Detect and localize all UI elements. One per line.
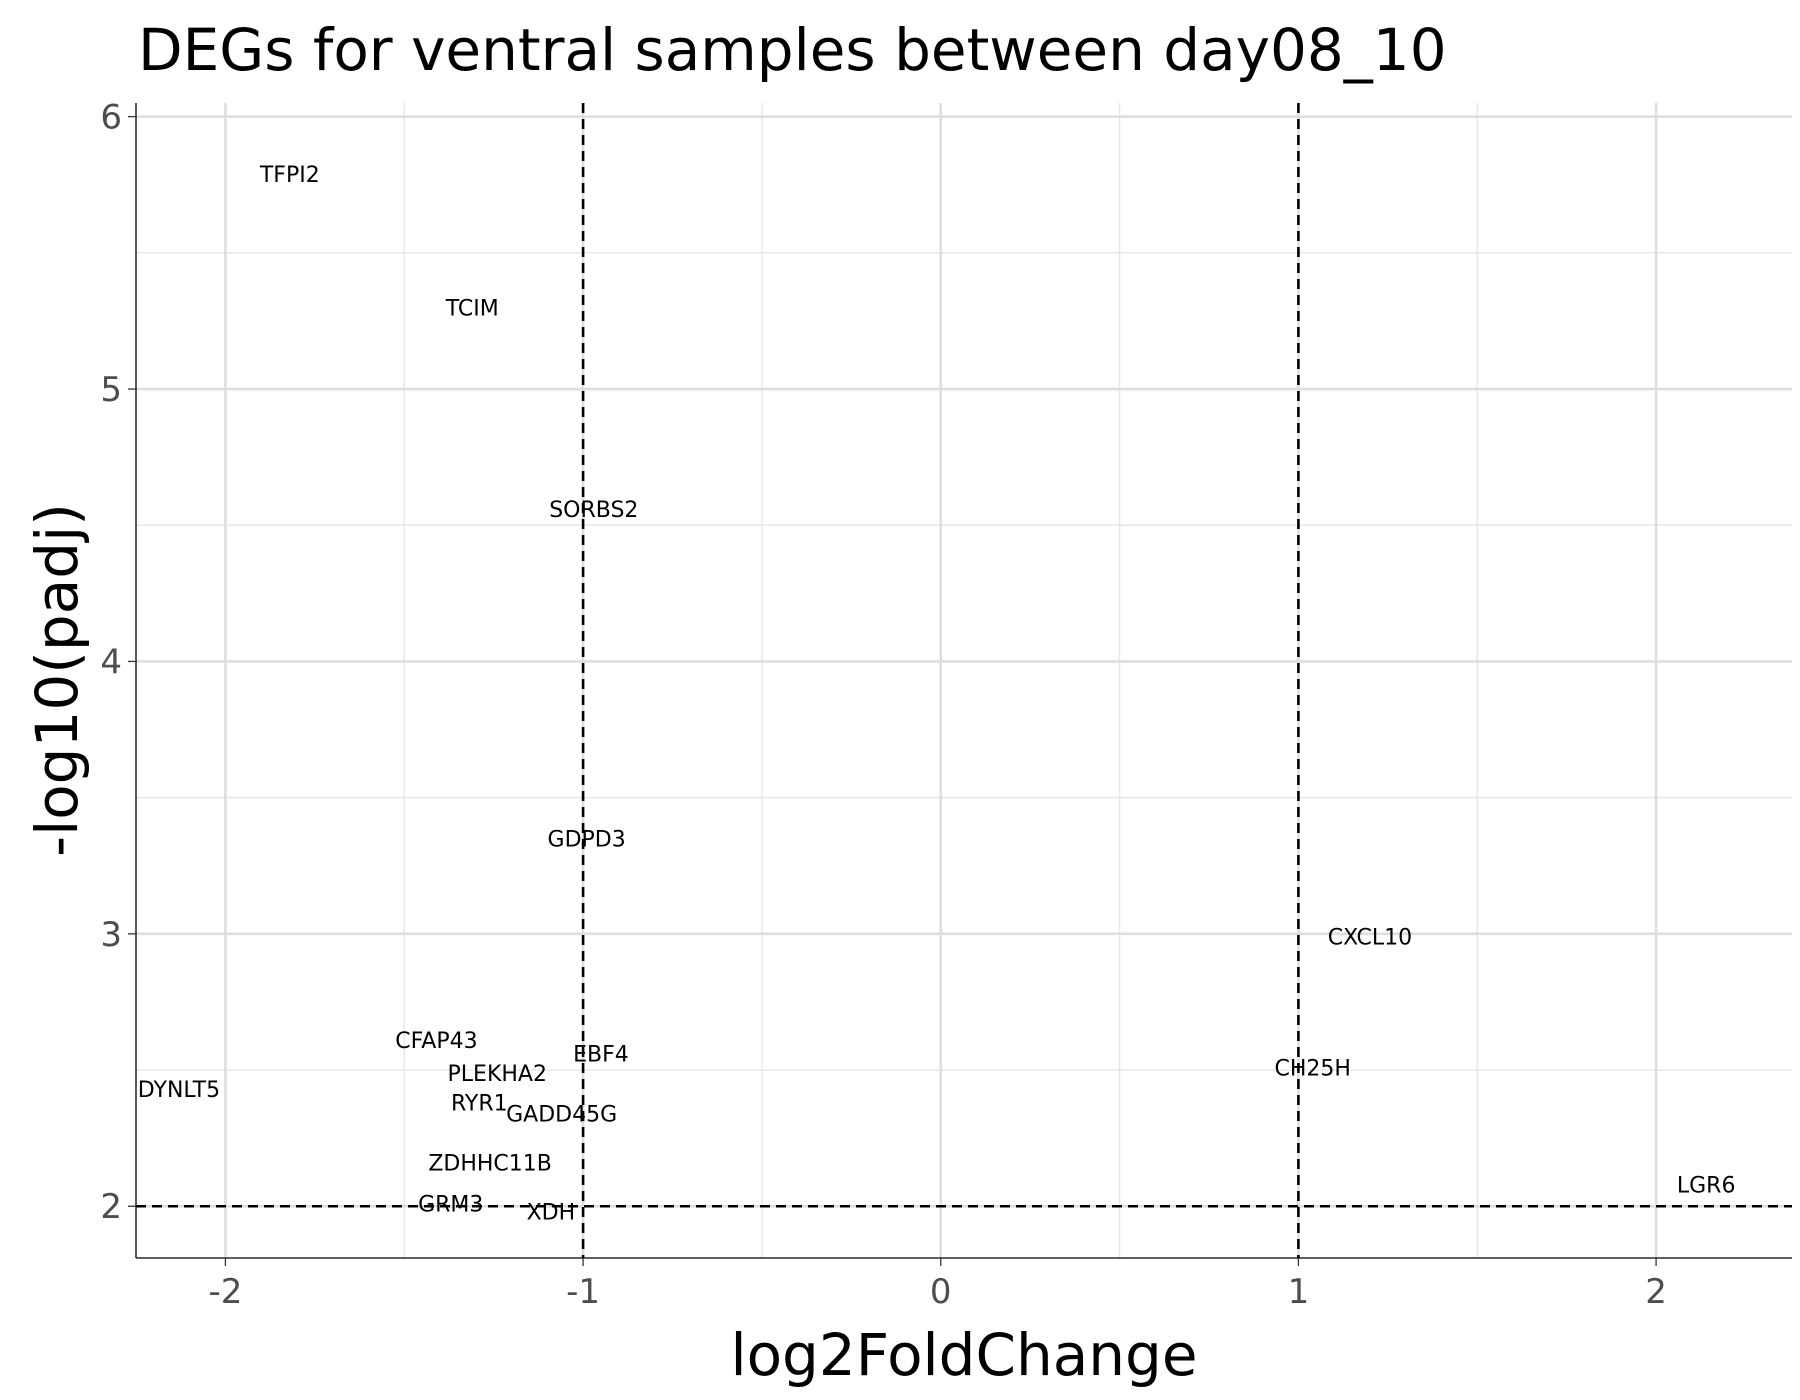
chart-title: DEGs for ventral samples between day08_1… (138, 16, 1447, 84)
x-axis-title: log2FoldChange (730, 1321, 1197, 1389)
x-tick-label: 0 (930, 1272, 952, 1312)
gene-label: TFPI2 (259, 163, 320, 188)
gene-labels: TFPI2 TCIM SORBS2 GDPD3 CXCL10 CFAP43 EBF4 PLEK… (138, 163, 1736, 1226)
gene-label: GADD45G (506, 1103, 617, 1128)
threshold-lines (136, 103, 1792, 1258)
gene-label: CFAP43 (395, 1029, 477, 1054)
gene-label: SORBS2 (549, 498, 638, 523)
x-tick-label: 2 (1645, 1272, 1667, 1312)
x-tick-label: -2 (208, 1272, 242, 1312)
gene-label: GDPD3 (548, 827, 626, 852)
gene-label: CXCL10 (1328, 926, 1412, 951)
gene-label: DYNLT5 (138, 1078, 220, 1103)
gene-label: PLEKHA2 (448, 1062, 547, 1087)
gene-label: TCIM (445, 296, 499, 321)
gene-label: XDH (527, 1201, 576, 1226)
major-gridlines (136, 103, 1792, 1258)
y-tick-label: 2 (100, 1187, 122, 1227)
gene-label: EBF4 (573, 1043, 629, 1068)
gene-label: CH25H (1274, 1056, 1350, 1081)
x-axis-ticks: -2 -1 0 1 2 (208, 1258, 1667, 1312)
y-tick-label: 5 (100, 370, 122, 410)
x-tick-label: 1 (1288, 1272, 1310, 1312)
y-axis-title: -log10(padj) (23, 503, 91, 857)
y-tick-label: 6 (100, 98, 122, 138)
y-axis-ticks: 2 3 4 5 6 (100, 98, 136, 1227)
gene-label: ZDHHC11B (428, 1152, 552, 1177)
gene-label: RYR1 (451, 1092, 508, 1117)
gene-label: GRM3 (418, 1193, 483, 1218)
y-tick-label: 3 (100, 915, 122, 955)
y-tick-label: 4 (100, 642, 122, 682)
x-tick-label: -1 (566, 1272, 600, 1312)
gene-label: LGR6 (1677, 1173, 1736, 1198)
minor-gridlines (136, 103, 1792, 1258)
